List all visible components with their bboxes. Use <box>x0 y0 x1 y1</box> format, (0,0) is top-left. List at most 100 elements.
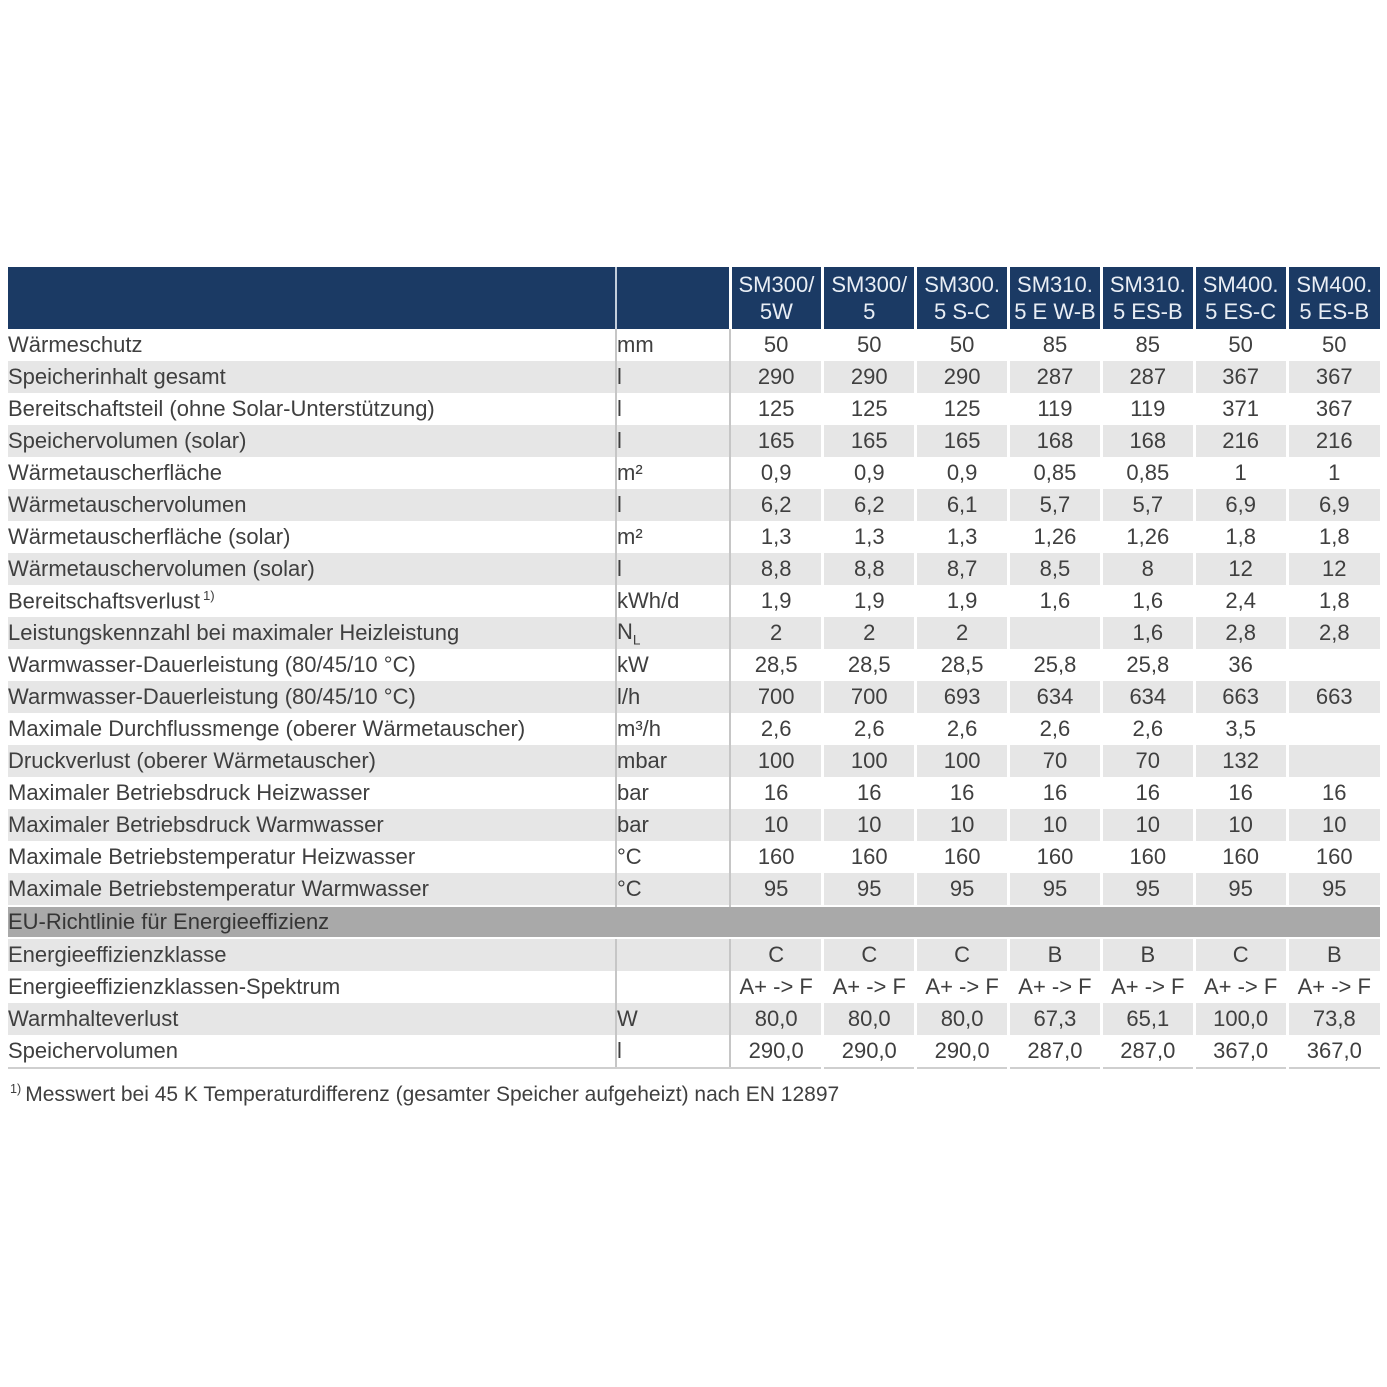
value-cell: A+ -> F <box>1099 971 1195 1003</box>
value-cell: 70 <box>1099 745 1195 777</box>
value-cell: 3,5 <box>1192 713 1288 745</box>
value-cell: 12 <box>1192 553 1288 585</box>
value-cell: 287,0 <box>1007 1035 1102 1069</box>
value-cell: B <box>1099 938 1195 971</box>
value-cell: 50 <box>1285 329 1380 361</box>
row-label: Warmwasser-Dauerleistung (80/45/10 °C) <box>8 681 616 713</box>
value-cell: 168 <box>1099 425 1195 457</box>
column-header-line1: SM310. <box>1109 272 1186 297</box>
value-cell: 1,6 <box>1099 617 1195 649</box>
row-unit: mbar <box>615 745 730 777</box>
value-cell: 663 <box>1192 681 1288 713</box>
row-label: Speicherinhalt gesamt <box>8 361 616 393</box>
value-cell: 125 <box>729 393 823 425</box>
row-label: Maximale Durchflussmenge (oberer Wärmeta… <box>8 713 616 745</box>
unit-text: l <box>617 1038 622 1063</box>
value-cell: 160 <box>729 841 823 873</box>
row-label: Wärmeschutz <box>8 329 616 361</box>
value-cell: 67,3 <box>1007 1003 1102 1035</box>
value-cell: 95 <box>821 873 916 906</box>
row-label-text: Bereitschaftsverlust <box>8 588 200 614</box>
row-label-text: Wärmetauscherfläche <box>8 460 222 485</box>
unit-text: m² <box>617 460 643 485</box>
column-header-line1: SM300/ <box>738 272 815 297</box>
value-cell: 1,8 <box>1285 585 1380 617</box>
row-label-text: Maximale Betriebstemperatur Warmwasser <box>8 876 429 901</box>
value-cell: 2,6 <box>1099 713 1195 745</box>
footnote: 1) Messwert bei 45 K Temperaturdifferenz … <box>10 1082 839 1107</box>
row-label: Wärmetauscherfläche <box>8 457 616 489</box>
value-cell: 663 <box>1285 681 1380 713</box>
value-cell: 100 <box>914 745 1009 777</box>
row-label: Maximale Betriebstemperatur Warmwasser <box>8 873 616 906</box>
row-label: Druckverlust (oberer Wärmetauscher) <box>8 745 616 777</box>
value-cell: 165 <box>729 425 823 457</box>
value-cell: 165 <box>914 425 1009 457</box>
value-cell: 0,9 <box>821 457 916 489</box>
value-cell: 50 <box>729 329 823 361</box>
footnote-marker: 1) <box>202 587 215 603</box>
row-label: Bereitschaftsverlust 1) <box>8 585 616 617</box>
column-header-line2: 5 ES-C <box>1205 299 1277 324</box>
value-cell: 50 <box>821 329 916 361</box>
value-cell: 290 <box>729 361 823 393</box>
row-unit: bar <box>615 777 730 809</box>
value-cell: 1,3 <box>729 521 823 553</box>
value-cell: 290,0 <box>821 1035 916 1069</box>
row-label: Warmhalteverlust <box>8 1003 616 1035</box>
value-cell: A+ -> F <box>1007 971 1102 1003</box>
value-cell: 634 <box>1007 681 1102 713</box>
value-cell: 28,5 <box>729 649 823 681</box>
unit-subscript: L <box>632 632 641 648</box>
value-cell: 2,6 <box>1007 713 1102 745</box>
value-cell: 216 <box>1285 425 1380 457</box>
row-unit: mm <box>615 329 730 361</box>
row-label: Warmwasser-Dauerleistung (80/45/10 °C) <box>8 649 616 681</box>
row-label: Maximaler Betriebsdruck Warmwasser <box>8 809 616 841</box>
corner-header-cell <box>8 267 616 329</box>
column-header-line1: SM400. <box>1202 272 1279 297</box>
value-cell: 0,9 <box>914 457 1009 489</box>
value-cell: 132 <box>1192 745 1288 777</box>
value-cell: 8 <box>1099 553 1195 585</box>
row-label-text: Energieeffizienzklasse <box>8 942 227 967</box>
value-cell: 700 <box>729 681 823 713</box>
column-header-line2: 5 S-C <box>933 299 991 324</box>
table-row: Speichervolumen l 290,0 290,0 290,0 287,0 287,… <box>8 1035 1380 1069</box>
table-row: Maximaler Betriebsdruck Warmwasser bar 10 1… <box>8 809 1380 841</box>
value-cell: 73,8 <box>1285 1003 1380 1035</box>
value-cell <box>1285 745 1380 777</box>
column-header: SM400. 5 ES-B <box>1285 267 1380 329</box>
row-unit: l <box>615 489 730 521</box>
row-label: Maximaler Betriebsdruck Heizwasser <box>8 777 616 809</box>
table-row: Maximale Durchflussmenge (oberer Wärmeta… <box>8 713 1380 745</box>
value-cell: B <box>1007 938 1102 971</box>
value-cell: 80,0 <box>729 1003 823 1035</box>
row-label: Leistungskennzahl bei maximaler Heizleis… <box>8 617 616 649</box>
value-cell: 367,0 <box>1192 1035 1288 1069</box>
value-cell: 216 <box>1192 425 1288 457</box>
value-cell: 160 <box>1192 841 1288 873</box>
unit-text: l <box>617 492 622 517</box>
table-row: Druckverlust (oberer Wärmetauscher) mbar 1… <box>8 745 1380 777</box>
table-row: Maximale Betriebstemperatur Heizwasser °C… <box>8 841 1380 873</box>
value-cell: 2 <box>914 617 1009 649</box>
value-cell: 100,0 <box>1192 1003 1288 1035</box>
value-cell: A+ -> F <box>1285 971 1380 1003</box>
value-cell: 16 <box>1192 777 1288 809</box>
value-cell: 10 <box>729 809 823 841</box>
column-header: SM310. 5 ES-B <box>1099 267 1195 329</box>
row-unit: l <box>615 1035 730 1069</box>
column-header: SM300. 5 S-C <box>914 267 1009 329</box>
value-cell <box>1285 713 1380 745</box>
unit-text: mm <box>617 332 654 357</box>
value-cell: 125 <box>914 393 1009 425</box>
value-cell: 160 <box>1285 841 1380 873</box>
value-cell: 28,5 <box>821 649 916 681</box>
table-row: Wärmetauschervolumen l 6,2 6,2 6,1 5,7 5,7 6,9 6… <box>8 489 1380 521</box>
value-cell: 80,0 <box>914 1003 1009 1035</box>
row-unit: l <box>615 361 730 393</box>
column-header-line2: 5 ES-B <box>1112 299 1183 324</box>
value-cell: 160 <box>1099 841 1195 873</box>
